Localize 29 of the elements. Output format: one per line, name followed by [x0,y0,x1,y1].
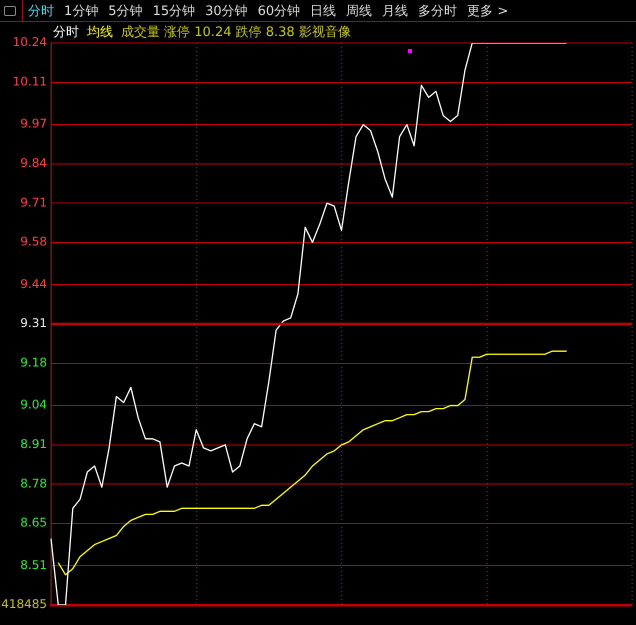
y-tick-label: 10.24 [12,35,47,50]
y-tick-label: 8.91 [20,436,47,451]
y-tick-label: 8.51 [20,558,47,572]
text: 周线 [346,2,372,20]
text: 分时 [53,24,79,41]
y-tick-label: 8.65 [20,516,47,530]
text: 月线 [382,2,408,20]
text: 多分时 [418,2,458,20]
text: 5分钟 [108,2,143,20]
y-tick-label: 9.97 [20,116,47,131]
y-tick-label: 9.84 [20,156,47,170]
text: 均线 [87,24,113,41]
y-tick-label: 9.31 [20,316,47,330]
text: 更多 > [467,2,508,20]
text: 分时 [28,2,54,20]
y-tick-label: 9.58 [20,234,47,249]
text: 418485 [1,597,47,612]
chart-subtitle: 成交量 涨停 10.24 跌停 8.38 影视音像 [121,24,351,41]
text: 1分钟 [64,2,98,20]
y-tick-label: 9.44 [20,276,47,291]
text: 日线 [310,2,336,20]
y-tick-label: 9.18 [20,355,47,370]
y-tick-label: 9.04 [20,398,47,412]
y-tick-label: 8.78 [20,476,47,490]
y-tick-label: 9.71 [20,195,47,210]
text: 15分钟 [152,2,196,20]
text: 30分钟 [205,2,248,20]
y-tick-label: 10.11 [12,74,47,88]
text: 60分钟 [258,2,300,20]
